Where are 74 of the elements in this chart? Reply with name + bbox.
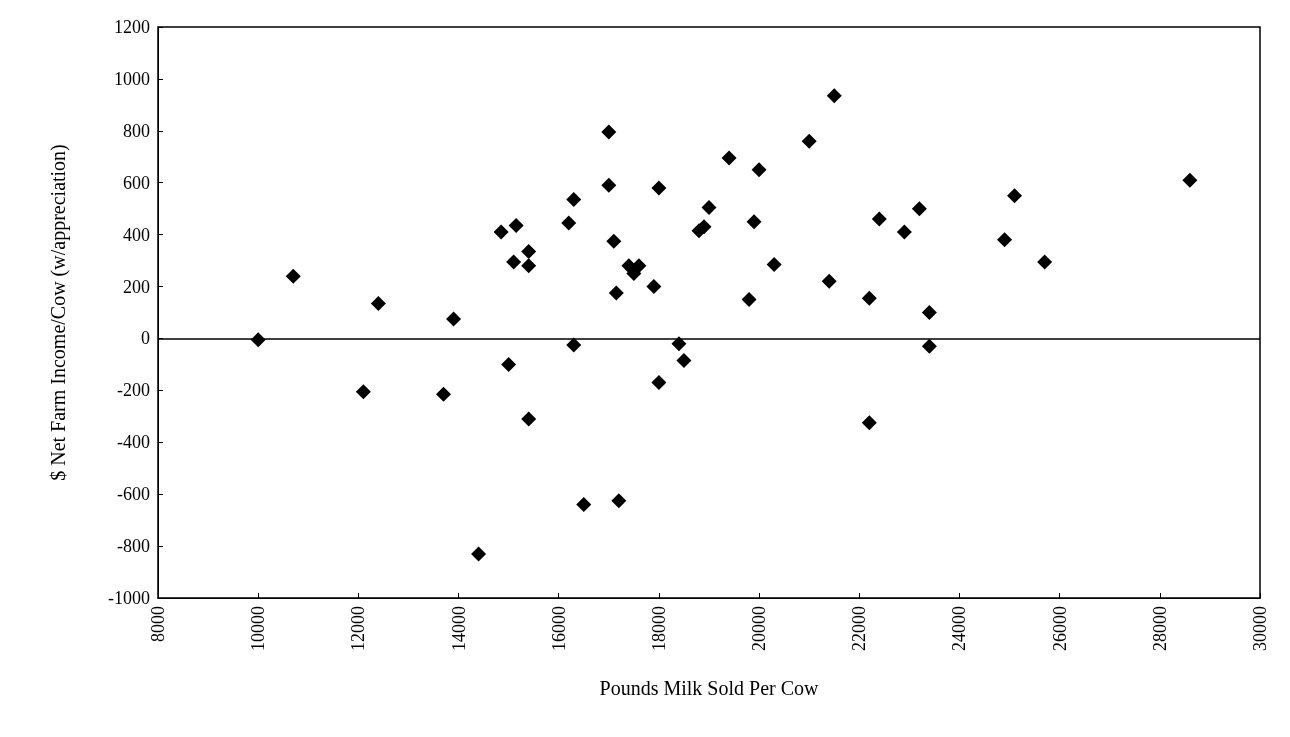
y-tick-label: 800: [123, 120, 150, 141]
point: [861, 290, 877, 306]
point: [576, 497, 592, 513]
point: [521, 411, 537, 427]
y-tick-label: 1200: [114, 17, 150, 37]
y-tick-label: -800: [117, 536, 150, 557]
point: [501, 356, 517, 372]
x-tick-label: 20000: [749, 606, 770, 651]
point: [471, 546, 487, 562]
x-tick-label: 16000: [548, 606, 569, 651]
point: [721, 150, 737, 166]
point: [508, 218, 524, 234]
point: [1037, 254, 1053, 270]
x-tick-label: 24000: [949, 606, 970, 651]
y-tick-label: -1000: [108, 588, 150, 608]
point: [751, 162, 767, 178]
y-tick-label: 200: [123, 276, 150, 297]
y-tick-label: -400: [117, 432, 150, 453]
point: [601, 124, 617, 140]
x-tick-label: 28000: [1149, 606, 1170, 651]
point: [766, 256, 782, 272]
y-tick-label: -600: [117, 484, 150, 505]
y-tick-label: 0: [141, 328, 150, 349]
point: [701, 199, 717, 215]
point: [671, 336, 687, 352]
point: [911, 201, 927, 217]
x-tick-label: 8000: [148, 606, 168, 642]
point: [821, 273, 837, 289]
point: [921, 305, 937, 320]
x-axis-title: Pounds Milk Sold Per Cow: [599, 677, 820, 699]
y-tick-label: 1000: [114, 68, 150, 89]
point: [606, 233, 622, 249]
x-tick-label: 10000: [248, 606, 269, 651]
y-tick-label: 600: [123, 172, 150, 193]
point: [801, 133, 817, 149]
point: [1007, 188, 1023, 204]
point: [608, 285, 624, 301]
x-tick-label: 14000: [448, 606, 469, 651]
point: [651, 180, 667, 196]
point: [436, 386, 452, 402]
point: [861, 415, 877, 431]
x-tick-label: 26000: [1049, 606, 1070, 651]
point: [506, 254, 522, 270]
point: [601, 177, 617, 193]
point: [446, 311, 462, 327]
point: [746, 214, 762, 230]
point: [921, 338, 937, 354]
point: [285, 268, 301, 284]
point: [493, 224, 509, 240]
x-tick-label: 22000: [849, 606, 870, 651]
point: [631, 258, 647, 274]
point: [521, 258, 537, 274]
point: [370, 295, 386, 311]
point: [566, 337, 582, 353]
point: [566, 192, 582, 208]
point: [871, 211, 887, 227]
y-axis-title: $ Net Farm Income/Cow (w/appreciation): [47, 144, 70, 481]
x-tick-label: 18000: [648, 606, 669, 651]
point: [611, 493, 627, 509]
point: [521, 244, 537, 260]
point: [1182, 172, 1198, 188]
point: [676, 353, 692, 369]
point: [651, 375, 667, 391]
point: [561, 215, 577, 231]
point: [646, 279, 662, 295]
y-tick-label: 400: [123, 224, 150, 245]
point: [896, 224, 912, 240]
point: [355, 384, 371, 400]
x-tick-label: 12000: [348, 606, 369, 651]
x-tick-label: 30000: [1250, 606, 1270, 651]
point: [997, 232, 1013, 248]
point: [741, 292, 757, 308]
point: [826, 88, 842, 104]
y-tick-label: -200: [117, 380, 150, 401]
